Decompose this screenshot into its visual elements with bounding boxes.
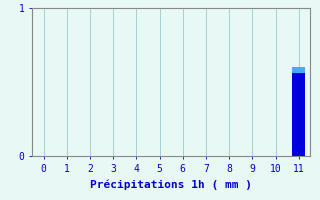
Bar xyxy=(292,67,305,73)
Bar xyxy=(292,67,305,156)
X-axis label: Précipitations 1h ( mm ): Précipitations 1h ( mm ) xyxy=(90,179,252,190)
